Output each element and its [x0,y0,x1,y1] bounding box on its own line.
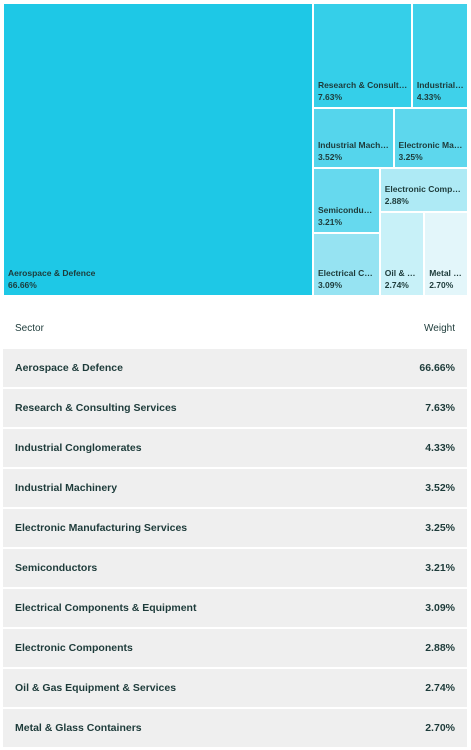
header-weight: Weight [424,323,455,334]
tile-name: Electronic Components [384,184,464,194]
header-sector: Sector [15,323,44,334]
sector-cell: Semiconductors [15,562,98,574]
sector-cell: Electrical Components & Equipment [15,602,197,614]
tile-value: 3.21% [317,216,343,227]
weight-cell: 3.25% [425,522,455,534]
sector-cell: Oil & Gas Equipment & Services [15,682,177,694]
table-row: Electrical Components & Equipment 3.09% [3,589,467,627]
tile-label: Aerospace & Defence 66.66% [8,267,309,291]
sector-cell: Electronic Components [15,642,133,654]
tile: Aerospace & Defence 66.66% [3,3,313,296]
tile-name: Oil & Gas Equipment & Services [384,267,420,278]
tile-value: 66.66% [8,280,37,290]
treemap: Aerospace & Defence 66.66% Research & Cons… [3,3,468,296]
sector-cell: Research & Consulting Services [15,402,177,414]
sector-cell: Electronic Manufacturing Services [15,522,188,534]
table-row: Metal & Glass Containers 2.70% [3,709,467,747]
table-header: Sector Weight [3,308,467,348]
tile-name: Industrial Conglomerates [416,80,464,91]
weight-cell: 3.21% [425,562,455,574]
weight-cell: 4.33% [425,442,455,454]
table-row: Electronic Components 2.88% [3,629,467,667]
tile-value: 3.09% [317,279,343,290]
table-row: Electronic Manufacturing Services 3.25% [3,509,467,547]
table-row: Research & Consulting Services 7.63% [3,389,467,427]
table-body: Aerospace & Defence 66.66% Research & Cons… [3,349,467,749]
table-row: Oil & Gas Equipment & Services 2.74% [3,669,467,707]
tile-value: 7.63% [317,92,343,103]
tile-name: Metal & Glass Containers [429,267,464,278]
tile-value: 2.74% [384,279,409,290]
weight-cell: 3.52% [425,482,455,494]
tile-name: Electrical Components & Equipment [317,267,376,278]
tile-name: Research & Consulting Services [317,80,408,91]
weight-cell: 3.09% [425,602,455,614]
sector-cell: Industrial Conglomerates [15,442,142,454]
tile-label: Electronic Components 2.88% [385,183,464,207]
weight-cell: 2.70% [425,722,455,734]
sector-cell: Industrial Machinery [15,482,118,494]
weight-cell: 7.63% [425,402,455,414]
tile-name: Aerospace & Defence [8,268,96,278]
table-row: Industrial Conglomerates 4.33% [3,429,467,467]
tile-value: 2.70% [429,279,454,290]
table-row: Semiconductors 3.21% [3,549,467,587]
weight-cell: 2.74% [425,682,455,694]
sector-cell: Aerospace & Defence [15,362,123,374]
table-row: Industrial Machinery 3.52% [3,469,467,507]
tile-name: Electronic Manufacturing Services [398,139,464,150]
tile-value: 3.52% [317,151,343,162]
tile: Electronic Components 2.88% [379,167,468,212]
sector-cell: Metal & Glass Containers [15,722,142,734]
tile-value: 2.88% [384,196,409,206]
table-row: Aerospace & Defence 66.66% [3,349,467,387]
tile-name: Semiconductors [317,204,376,215]
weight-cell: 2.88% [425,642,455,654]
tile-name: Industrial Machinery [317,139,390,150]
tile-value: 4.33% [416,92,441,103]
weight-cell: 66.66% [419,362,455,374]
tile-value: 3.25% [398,151,423,162]
